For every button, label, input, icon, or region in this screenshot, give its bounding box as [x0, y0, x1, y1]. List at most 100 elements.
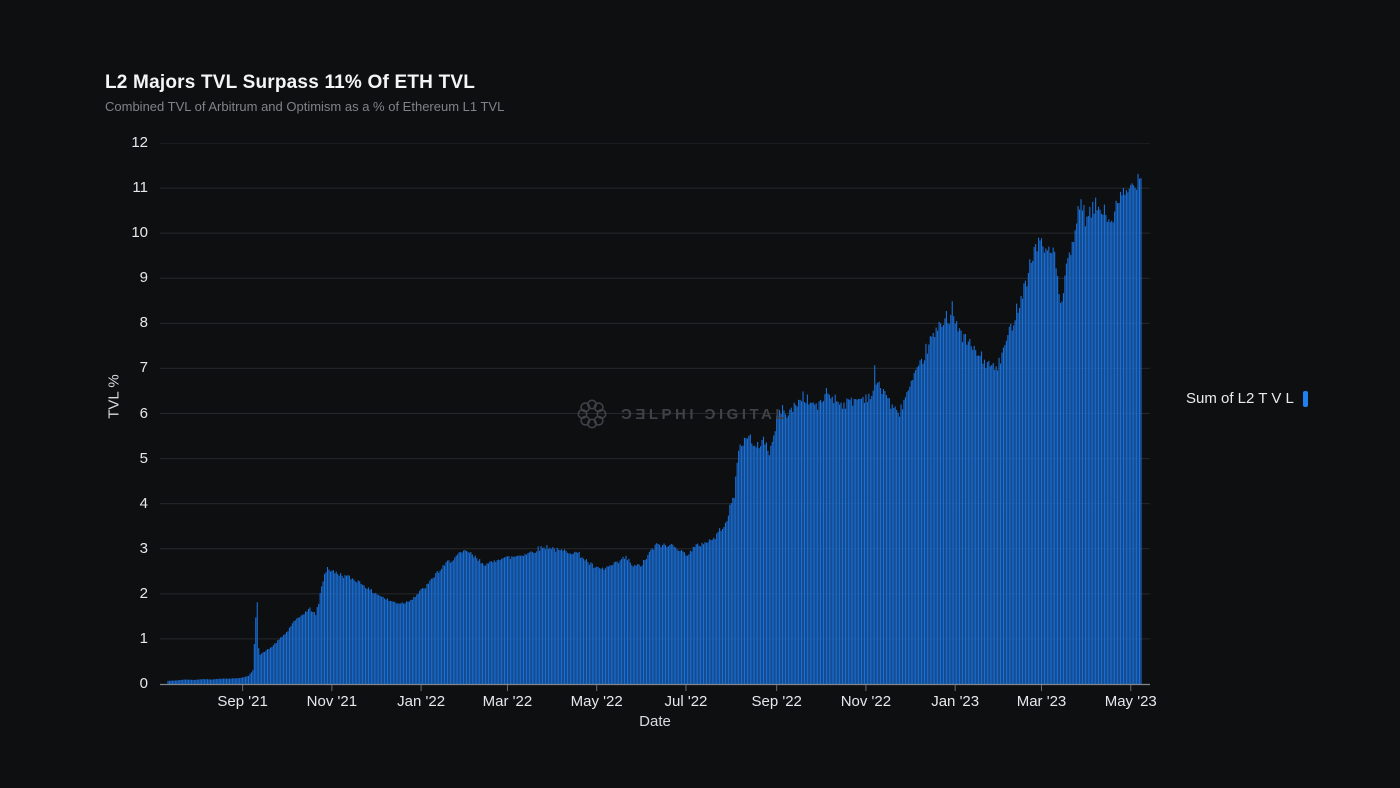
- bar: [183, 679, 185, 684]
- bar: [860, 398, 863, 684]
- bar: [590, 562, 592, 684]
- bar: [1080, 199, 1082, 684]
- x-tick-label: Jul '22: [664, 693, 708, 710]
- bar: [922, 363, 924, 684]
- bar: [1114, 211, 1116, 685]
- bar: [350, 579, 352, 684]
- bar: [837, 401, 839, 684]
- bar: [569, 553, 571, 684]
- bar: [802, 391, 804, 684]
- bar: [998, 357, 1000, 684]
- bar: [999, 363, 1002, 684]
- bar: [852, 405, 854, 684]
- bar: [1020, 295, 1022, 684]
- bar: [863, 402, 866, 684]
- bar: [192, 679, 194, 684]
- bar: [657, 543, 659, 684]
- bar: [360, 583, 362, 684]
- bar: [850, 397, 852, 684]
- bar: [689, 550, 691, 684]
- bar: [901, 409, 904, 684]
- bar: [345, 575, 348, 684]
- bar: [771, 441, 773, 684]
- bar: [1026, 286, 1028, 684]
- bar: [367, 587, 369, 684]
- bar: [803, 402, 806, 684]
- bar: [1038, 237, 1040, 684]
- bar: [1043, 252, 1045, 685]
- bar: [408, 601, 410, 684]
- bar: [871, 395, 873, 684]
- tvl-bar-chart: [160, 143, 1150, 691]
- bar: [716, 533, 718, 684]
- bar: [303, 614, 305, 684]
- bar: [970, 346, 972, 684]
- bar: [1059, 302, 1062, 684]
- bar: [820, 400, 822, 684]
- bar: [593, 567, 595, 684]
- bar: [585, 559, 588, 684]
- bar: [186, 679, 188, 684]
- bar: [326, 566, 329, 684]
- bar: [994, 369, 996, 684]
- bar: [790, 407, 792, 684]
- bar: [563, 549, 566, 684]
- bar: [353, 579, 355, 684]
- bar: [654, 544, 656, 684]
- bar: [480, 563, 482, 684]
- bar: [382, 596, 384, 684]
- bar: [435, 573, 437, 684]
- bar: [858, 398, 860, 684]
- bar: [577, 552, 579, 684]
- bar: [167, 680, 169, 684]
- bar: [288, 627, 290, 684]
- bar: [953, 316, 955, 684]
- bar: [1084, 226, 1086, 684]
- bar: [1079, 209, 1081, 684]
- bar: [253, 644, 255, 684]
- bar: [401, 602, 403, 684]
- bar: [306, 611, 308, 684]
- bar: [587, 562, 589, 684]
- bar: [549, 547, 551, 684]
- bar: [714, 539, 716, 684]
- bar: [945, 311, 947, 684]
- bar: [682, 551, 684, 684]
- bar: [1032, 260, 1034, 684]
- bar: [413, 596, 415, 684]
- bar: [332, 570, 334, 684]
- bar: [463, 550, 465, 684]
- bar: [1138, 178, 1141, 684]
- bar: [821, 402, 823, 684]
- bar: [566, 552, 568, 684]
- bar: [856, 399, 858, 684]
- bar: [580, 557, 582, 684]
- bar: [1071, 241, 1073, 684]
- page-subtitle: Combined TVL of Arbitrum and Optimism as…: [105, 99, 505, 114]
- bar: [281, 636, 283, 684]
- y-tick-label: 10: [131, 224, 148, 242]
- bar: [561, 549, 563, 684]
- bar: [196, 679, 198, 684]
- bar: [461, 552, 463, 684]
- bar: [316, 607, 318, 684]
- bar: [484, 565, 487, 684]
- bar: [752, 446, 754, 684]
- bar: [407, 601, 409, 684]
- bar: [465, 550, 468, 684]
- bar: [170, 680, 172, 684]
- bar: [441, 568, 443, 684]
- bar: [723, 526, 725, 684]
- bar: [1115, 200, 1117, 684]
- bar: [964, 333, 966, 684]
- bar: [1045, 248, 1047, 684]
- bar: [610, 565, 612, 684]
- bar: [227, 678, 229, 684]
- y-tick-label: 6: [139, 404, 148, 422]
- bar: [891, 404, 893, 684]
- bar: [776, 415, 778, 684]
- bar: [758, 448, 760, 684]
- bar: [584, 560, 586, 684]
- bar: [384, 598, 386, 684]
- bar: [546, 545, 548, 684]
